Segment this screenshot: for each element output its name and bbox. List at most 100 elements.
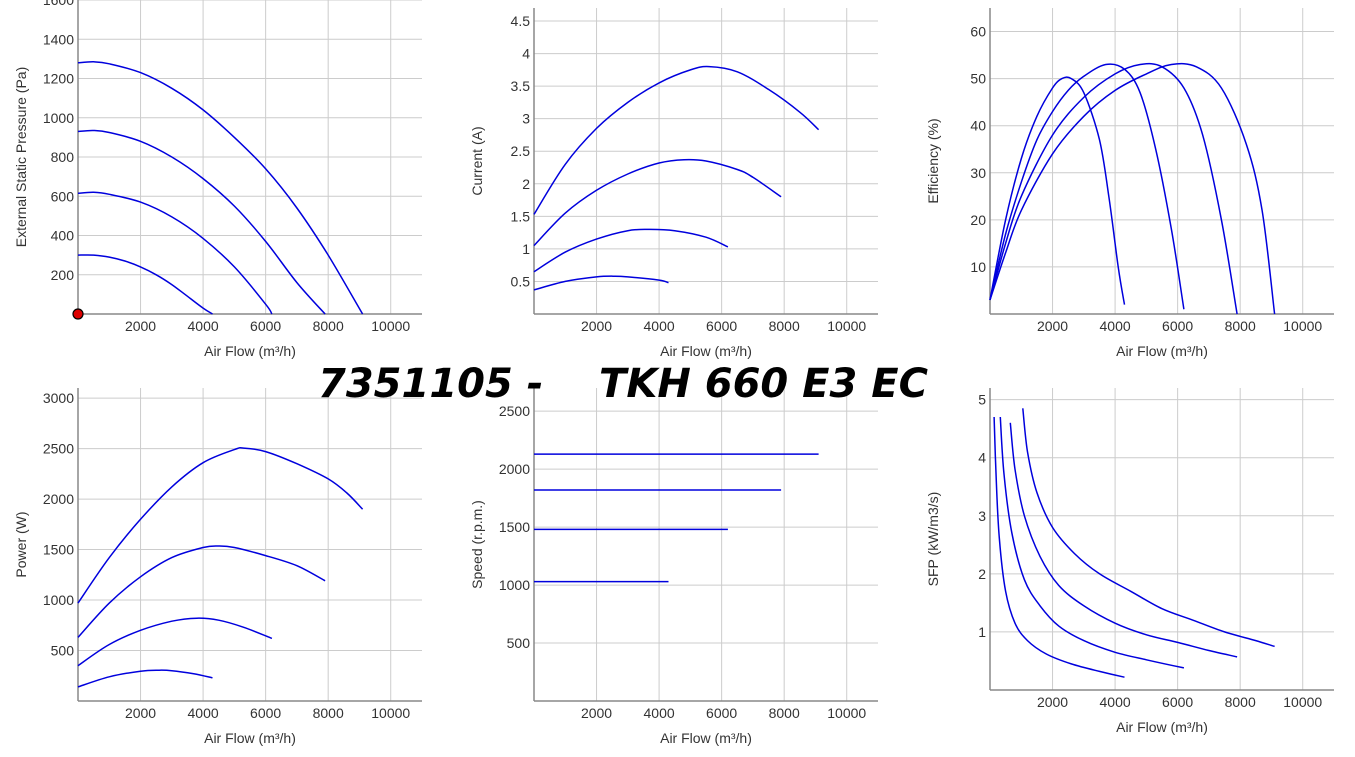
x-tick-label: 10000 [827, 705, 866, 721]
y-tick-label: 200 [51, 267, 75, 283]
y-tick-label: 2000 [43, 491, 74, 507]
x-axis-label: Air Flow (m³/h) [1116, 343, 1208, 359]
y-axis-label: External Static Pressure (Pa) [13, 67, 29, 248]
x-axis-label: Air Flow (m³/h) [1116, 719, 1208, 735]
curve-4 [989, 62, 1276, 315]
y-tick-label: 2 [522, 176, 530, 192]
curve-3 [1009, 422, 1238, 658]
y-tick-label: 2.5 [511, 143, 531, 159]
x-tick-label: 4000 [1100, 318, 1131, 334]
operating-point-marker[interactable] [72, 308, 84, 320]
y-tick-label: 1600 [43, 0, 74, 8]
y-tick-label: 800 [51, 149, 75, 165]
curve-3 [533, 158, 782, 247]
curve-2 [77, 617, 273, 667]
curve-1 [77, 254, 213, 315]
x-tick-label: 8000 [1225, 694, 1256, 710]
x-tick-label: 2000 [125, 705, 156, 721]
x-tick-label: 4000 [188, 705, 219, 721]
curve-1 [533, 275, 669, 291]
x-tick-label: 6000 [1162, 318, 1193, 334]
chart-3: 2000 4000 6000 8000 10000 10 20 30 40 50 60 Air Flo… [925, 8, 1334, 359]
y-tick-label: 40 [970, 118, 986, 134]
y-tick-label: 1 [978, 624, 986, 640]
x-tick-label: 10000 [1283, 694, 1322, 710]
y-axis-label: SFP (kW/m3/s) [925, 492, 941, 587]
y-tick-label: 3.5 [511, 78, 531, 94]
y-tick-label: 30 [970, 165, 986, 181]
curve-3 [77, 129, 326, 315]
chart-4: 2000 4000 6000 8000 10000 500 1000 1500 2000 2500… [13, 388, 422, 746]
curve-1 [993, 416, 1125, 678]
y-tick-label: 2 [978, 566, 986, 582]
y-tick-label: 3 [522, 111, 530, 127]
x-tick-label: 2000 [581, 705, 612, 721]
x-tick-label: 6000 [250, 318, 281, 334]
y-tick-label: 1500 [43, 542, 74, 558]
model-title: 7351105 - TKH 660 E3 EC [318, 361, 928, 407]
x-tick-label: 8000 [1225, 318, 1256, 334]
x-axis-label: Air Flow (m³/h) [204, 730, 296, 746]
x-tick-label: 4000 [1100, 694, 1131, 710]
y-tick-label: 2000 [499, 461, 530, 477]
x-tick-label: 4000 [644, 705, 675, 721]
x-tick-label: 2000 [1037, 694, 1068, 710]
y-tick-label: 2500 [43, 441, 74, 457]
x-tick-label: 2000 [581, 318, 612, 334]
y-axis-label: Speed (r.p.m.) [469, 500, 485, 589]
x-tick-label: 2000 [1037, 318, 1068, 334]
chart-5: 2000 4000 6000 8000 10000 500 1000 1500 2000 2500… [469, 388, 878, 746]
x-tick-label: 8000 [313, 705, 344, 721]
curve-4 [533, 65, 820, 215]
x-tick-label: 10000 [827, 318, 866, 334]
x-tick-label: 10000 [371, 705, 410, 721]
curve-3 [77, 545, 326, 638]
y-tick-label: 1500 [499, 519, 530, 535]
y-tick-label: 3 [978, 508, 986, 524]
y-tick-label: 1400 [43, 31, 74, 47]
y-tick-label: 50 [970, 71, 986, 87]
chart-2: 2000 4000 6000 8000 10000 0.5 1 1.5 2 2.5 3 3.5 4 4.5… [469, 8, 878, 359]
y-axis-label: Power (W) [13, 511, 29, 577]
y-tick-label: 10 [970, 259, 986, 275]
curve-4 [77, 447, 364, 604]
y-axis-label: Efficiency (%) [925, 118, 941, 203]
y-tick-label: 600 [51, 188, 75, 204]
chart-6: 2000 4000 6000 8000 10000 1 2 3 4 5 Air Flow (m³/h… [925, 388, 1334, 735]
y-tick-label: 1000 [499, 577, 530, 593]
curve-1 [77, 669, 213, 688]
y-tick-label: 5 [978, 392, 986, 408]
x-axis-label: Air Flow (m³/h) [204, 343, 296, 359]
y-tick-label: 4 [522, 46, 530, 62]
y-tick-label: 3000 [43, 390, 74, 406]
curve-2 [77, 191, 273, 315]
curve-1 [989, 76, 1126, 305]
curve-4 [77, 61, 364, 315]
y-axis-label: Current (A) [469, 126, 485, 195]
y-tick-label: 4 [978, 450, 986, 466]
x-axis-label: Air Flow (m³/h) [660, 343, 752, 359]
curve-3 [989, 62, 1238, 315]
y-tick-label: 500 [51, 643, 75, 659]
y-tick-label: 20 [970, 212, 986, 228]
y-tick-label: 1200 [43, 71, 74, 87]
x-tick-label: 8000 [313, 318, 344, 334]
y-tick-label: 500 [507, 635, 531, 651]
x-tick-label: 8000 [769, 705, 800, 721]
y-tick-label: 60 [970, 24, 986, 40]
y-tick-label: 1000 [43, 110, 74, 126]
curve-2 [533, 228, 729, 273]
x-tick-label: 6000 [250, 705, 281, 721]
x-axis-label: Air Flow (m³/h) [660, 730, 752, 746]
x-tick-label: 6000 [1162, 694, 1193, 710]
x-tick-label: 8000 [769, 318, 800, 334]
curve-4 [1022, 408, 1275, 648]
x-tick-label: 10000 [371, 318, 410, 334]
y-tick-label: 0.5 [511, 273, 531, 289]
x-tick-label: 6000 [706, 705, 737, 721]
y-tick-label: 400 [51, 228, 75, 244]
x-tick-label: 2000 [125, 318, 156, 334]
y-tick-label: 1.5 [511, 208, 531, 224]
x-tick-label: 4000 [188, 318, 219, 334]
